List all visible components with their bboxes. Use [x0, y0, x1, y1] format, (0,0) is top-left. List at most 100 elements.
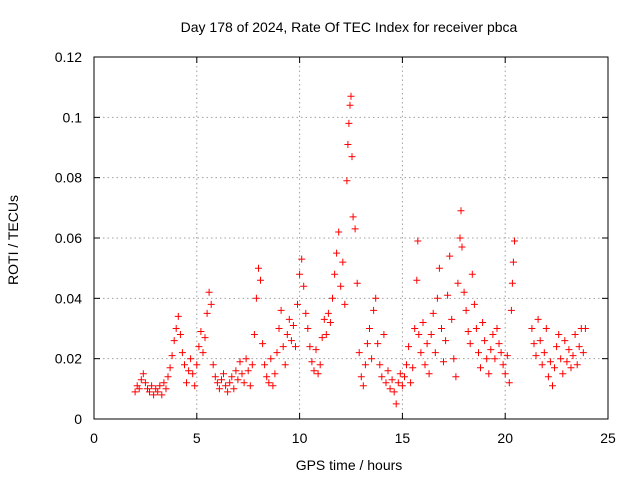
- data-point: [238, 370, 246, 378]
- data-point: [557, 355, 565, 363]
- data-point: [435, 264, 443, 272]
- data-point: [292, 343, 299, 351]
- data-point: [567, 364, 575, 372]
- data-point: [503, 352, 511, 360]
- data-point: [472, 325, 480, 332]
- data-point: [244, 367, 252, 375]
- data-point: [460, 288, 468, 296]
- data-point: [440, 358, 447, 366]
- data-point: [259, 340, 267, 348]
- data-point: [285, 315, 293, 323]
- data-point: [131, 388, 139, 396]
- data-point: [302, 309, 310, 317]
- data-point: [421, 361, 429, 369]
- data-point: [507, 306, 515, 314]
- data-point: [466, 340, 474, 348]
- data-point: [335, 228, 343, 236]
- data-point: [423, 340, 431, 348]
- data-point: [158, 391, 166, 399]
- data-point: [333, 249, 341, 257]
- data-point: [207, 300, 215, 308]
- data-point: [405, 343, 413, 351]
- data-point: [162, 385, 170, 393]
- data-point: [150, 391, 158, 399]
- data-point: [538, 361, 546, 369]
- data-point: [532, 352, 540, 360]
- data-point: [312, 346, 320, 354]
- data-point: [468, 270, 476, 278]
- data-point: [505, 379, 513, 387]
- data-point: [481, 337, 489, 345]
- data-point: [137, 376, 145, 384]
- data-point: [353, 279, 361, 287]
- data-point: [509, 258, 517, 266]
- data-point: [549, 382, 556, 390]
- data-point: [347, 92, 355, 100]
- axis-ticks: [93, 56, 609, 420]
- data-point: [493, 325, 501, 332]
- data-point: [294, 300, 301, 308]
- x-tick-label: 20: [497, 430, 513, 446]
- data-point: [166, 364, 174, 372]
- x-tick-label: 5: [193, 430, 201, 446]
- data-point: [209, 361, 217, 369]
- data-point: [575, 343, 583, 351]
- data-point: [456, 234, 464, 242]
- data-point: [429, 309, 437, 317]
- data-point: [195, 343, 203, 351]
- data-point: [384, 367, 392, 375]
- data-point: [189, 370, 197, 378]
- data-point: [345, 119, 353, 127]
- x-tick-label: 25: [600, 430, 616, 446]
- data-point: [370, 306, 378, 314]
- data-point: [359, 382, 367, 390]
- data-point: [308, 358, 316, 366]
- data-point: [252, 294, 260, 302]
- data-point: [201, 334, 209, 342]
- data-point: [197, 328, 205, 335]
- data-point: [343, 177, 351, 185]
- data-point: [296, 270, 304, 278]
- data-point: [392, 400, 400, 408]
- y-tick-label: 0.08: [55, 170, 82, 186]
- data-point: [511, 237, 518, 245]
- data-point: [540, 349, 548, 357]
- data-point: [337, 282, 345, 290]
- data-point: [425, 370, 433, 378]
- data-point: [183, 379, 190, 387]
- data-point: [546, 358, 554, 366]
- data-point: [242, 355, 250, 363]
- data-point: [339, 258, 347, 266]
- data-point: [344, 141, 352, 148]
- data-point: [281, 361, 289, 369]
- data-point: [372, 294, 380, 302]
- y-tick-label: 0.1: [63, 109, 83, 125]
- data-point: [363, 340, 371, 348]
- data-point: [407, 379, 415, 387]
- data-point: [267, 355, 275, 363]
- data-point: [279, 343, 287, 351]
- data-point: [257, 276, 264, 284]
- data-point: [193, 361, 201, 369]
- data-point: [563, 358, 571, 366]
- data-point: [559, 370, 567, 378]
- data-point: [329, 294, 336, 302]
- data-point: [378, 373, 386, 381]
- data-point: [485, 370, 493, 378]
- data-point: [164, 373, 172, 381]
- data-point: [349, 213, 357, 221]
- data-point: [501, 370, 509, 378]
- data-point: [581, 325, 589, 332]
- y-tick-label: 0.02: [55, 351, 82, 367]
- x-axis-label: GPS time / hours: [296, 457, 403, 473]
- data-point: [433, 294, 441, 302]
- data-point: [361, 361, 369, 369]
- data-point: [462, 306, 470, 314]
- data-points: [131, 92, 589, 408]
- data-point: [508, 279, 516, 287]
- data-point: [565, 346, 573, 354]
- data-point: [224, 388, 232, 396]
- data-point: [446, 252, 454, 260]
- data-point: [450, 355, 458, 363]
- data-point: [409, 364, 417, 372]
